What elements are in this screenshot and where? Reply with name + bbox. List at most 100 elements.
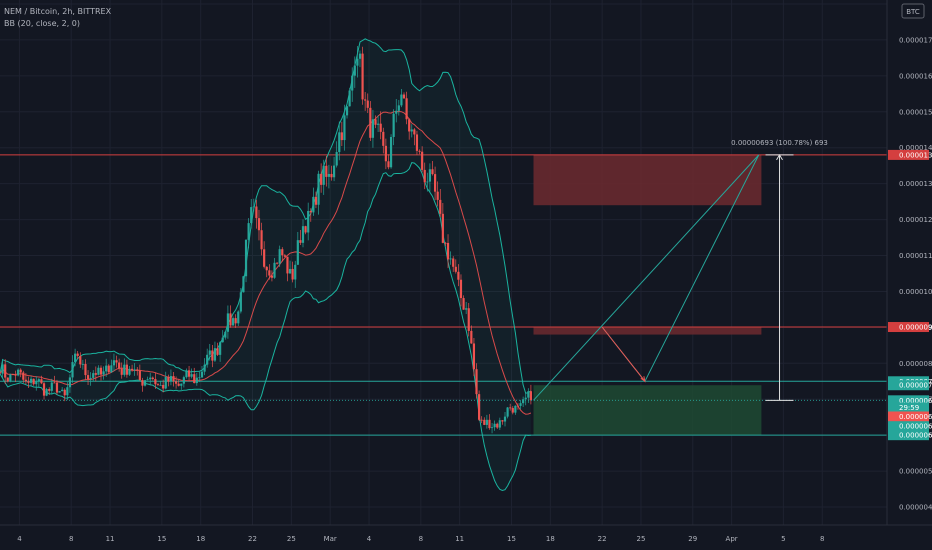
candle-body bbox=[200, 371, 204, 378]
candle-body bbox=[527, 391, 530, 398]
x-tick-label: 25 bbox=[287, 535, 296, 543]
candle-body bbox=[141, 380, 144, 386]
candle-body bbox=[19, 369, 22, 373]
candle-body bbox=[151, 377, 154, 380]
candle-body bbox=[322, 165, 325, 185]
y-tick-label: 0.00001400 bbox=[899, 144, 932, 152]
candle-body bbox=[431, 169, 434, 175]
y-tick-label: 0.00001500 bbox=[899, 108, 932, 116]
candle-body bbox=[509, 407, 512, 409]
price-tag bbox=[888, 411, 929, 422]
candle-body bbox=[159, 384, 162, 386]
candle-body bbox=[522, 399, 525, 404]
x-tick-label: 29 bbox=[688, 535, 697, 543]
candle-body bbox=[112, 360, 116, 366]
candle-body bbox=[268, 270, 271, 276]
candle-body bbox=[66, 387, 69, 396]
candle-body bbox=[413, 129, 416, 135]
candle-body bbox=[426, 181, 429, 183]
candle-body bbox=[351, 75, 354, 91]
candle-body bbox=[198, 377, 201, 379]
candle-body bbox=[120, 368, 123, 375]
candle-body bbox=[335, 152, 338, 166]
x-tick-label: 18 bbox=[196, 535, 205, 543]
candle-body bbox=[441, 213, 444, 243]
candle-body bbox=[50, 382, 53, 391]
candle-body bbox=[418, 150, 421, 152]
candle-body bbox=[162, 384, 165, 389]
candle-body bbox=[317, 173, 320, 205]
candle-body bbox=[490, 427, 494, 429]
candle-body bbox=[63, 389, 66, 396]
time-axis bbox=[0, 525, 932, 550]
x-tick-label: 25 bbox=[637, 535, 646, 543]
candle-body bbox=[395, 110, 398, 114]
candle-body bbox=[9, 374, 12, 382]
candle-body bbox=[353, 65, 356, 76]
candle-body bbox=[480, 419, 483, 421]
candle-body bbox=[219, 342, 222, 355]
x-tick-label: 5 bbox=[781, 535, 785, 543]
candle-body bbox=[221, 337, 224, 343]
projection-arrow-red bbox=[601, 326, 646, 382]
candle-body bbox=[410, 129, 413, 132]
candle-body bbox=[493, 423, 496, 428]
arrow-head-red bbox=[640, 376, 646, 383]
bb-basis bbox=[0, 110, 532, 415]
x-tick-label: Apr bbox=[726, 535, 738, 543]
price-tag-label: 0.00001330 bbox=[899, 151, 932, 159]
candle-body bbox=[358, 53, 362, 59]
y-tick-label: 0.00001700 bbox=[899, 36, 932, 44]
candle-body bbox=[143, 380, 147, 386]
candle-body bbox=[364, 99, 367, 101]
currency-label: BTC bbox=[906, 8, 920, 16]
candle-body bbox=[89, 377, 92, 379]
candle-body bbox=[291, 268, 294, 280]
candle-body bbox=[475, 369, 478, 395]
candle-body bbox=[408, 119, 411, 132]
candle-body bbox=[501, 420, 504, 422]
candle-body bbox=[138, 370, 141, 381]
candle-body bbox=[524, 397, 527, 400]
y-tick-label: 0.00000500 bbox=[899, 468, 932, 476]
candle-body bbox=[498, 420, 501, 428]
candle-body bbox=[167, 376, 170, 382]
candle-body bbox=[29, 378, 33, 383]
candle-body bbox=[102, 371, 105, 375]
price-tag bbox=[888, 149, 929, 160]
candle-body bbox=[76, 353, 79, 356]
candle-body bbox=[118, 362, 121, 369]
candle-body bbox=[11, 374, 15, 376]
candle-body bbox=[45, 389, 48, 396]
stop-zone-mid bbox=[533, 327, 762, 335]
candle-body bbox=[71, 362, 74, 378]
candle-body bbox=[99, 367, 103, 375]
candle-body bbox=[260, 230, 263, 250]
candle-body bbox=[327, 173, 330, 177]
indicator-legend[interactable]: BB (20, close, 2, 0) bbox=[4, 19, 80, 28]
y-tick-label: 0.00001600 bbox=[899, 72, 932, 80]
candle-body bbox=[312, 196, 315, 213]
candle-body bbox=[154, 379, 157, 385]
bb-upper-band bbox=[0, 38, 532, 394]
x-tick-label: 15 bbox=[157, 535, 166, 543]
candle-body bbox=[48, 389, 51, 391]
x-tick-label: 8 bbox=[419, 535, 423, 543]
candle-body bbox=[483, 419, 486, 425]
candle-body bbox=[439, 199, 442, 214]
candle-body bbox=[374, 119, 377, 125]
candle-body bbox=[40, 379, 43, 384]
candle-body bbox=[452, 258, 455, 267]
candle-body bbox=[190, 374, 193, 377]
symbol-legend[interactable]: NEM / Bitcoin, 2h, BITTREX bbox=[4, 7, 112, 16]
candle-body bbox=[156, 384, 160, 386]
candle-body bbox=[250, 207, 253, 224]
price-tag-label: 0.00000677 bbox=[899, 413, 932, 421]
x-tick-label: 4 bbox=[367, 535, 372, 543]
candle-body bbox=[278, 249, 281, 264]
candle-body bbox=[366, 100, 369, 108]
candle-body bbox=[97, 367, 100, 375]
candle-body bbox=[229, 313, 232, 326]
candle-body bbox=[397, 105, 400, 111]
